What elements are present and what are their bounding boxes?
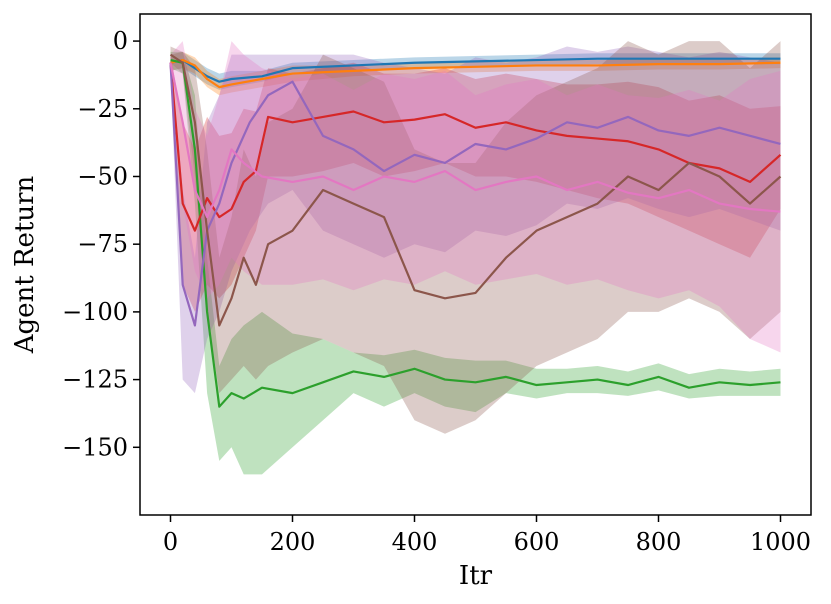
y-tick-label: −50 [77, 162, 128, 190]
series-2-line [170, 58, 781, 408]
y-tick-label: −150 [62, 433, 128, 461]
series-1-band [170, 51, 781, 96]
y-tick-label: −75 [77, 230, 128, 258]
y-tick-label: −25 [77, 95, 128, 123]
x-axis: 0 200 400 600 800 1000 [163, 515, 811, 556]
series-6-line [169, 62, 781, 219]
series-4-band [170, 46, 781, 394]
series-3-line [169, 62, 782, 232]
series-5-band [170, 41, 781, 434]
plot-frame [139, 13, 812, 516]
x-tick-label: 0 [163, 528, 178, 556]
series-3-band [170, 54, 781, 312]
series-4-line [169, 62, 781, 327]
y-tick-label: 0 [113, 27, 128, 55]
series-5-line [169, 53, 782, 327]
y-tick-label: −100 [62, 298, 128, 326]
x-axis-label: Itr [459, 561, 493, 591]
series-6-band [170, 41, 781, 353]
bands-layer [170, 41, 781, 475]
series-0-band [170, 51, 781, 90]
x-tick-label: 200 [270, 528, 316, 556]
x-tick-label: 800 [636, 528, 682, 556]
lines-layer [169, 53, 782, 408]
series-2-band [170, 51, 781, 475]
y-axis-label: Agent Return [10, 175, 40, 354]
y-axis: 0 −25 −50 −75 −100 −125 −150 [62, 27, 140, 461]
x-tick-label: 1000 [750, 528, 811, 556]
series-1-line [170, 58, 781, 89]
x-tick-label: 600 [514, 528, 560, 556]
x-tick-label: 400 [392, 528, 438, 556]
y-tick-label: −125 [62, 366, 128, 394]
